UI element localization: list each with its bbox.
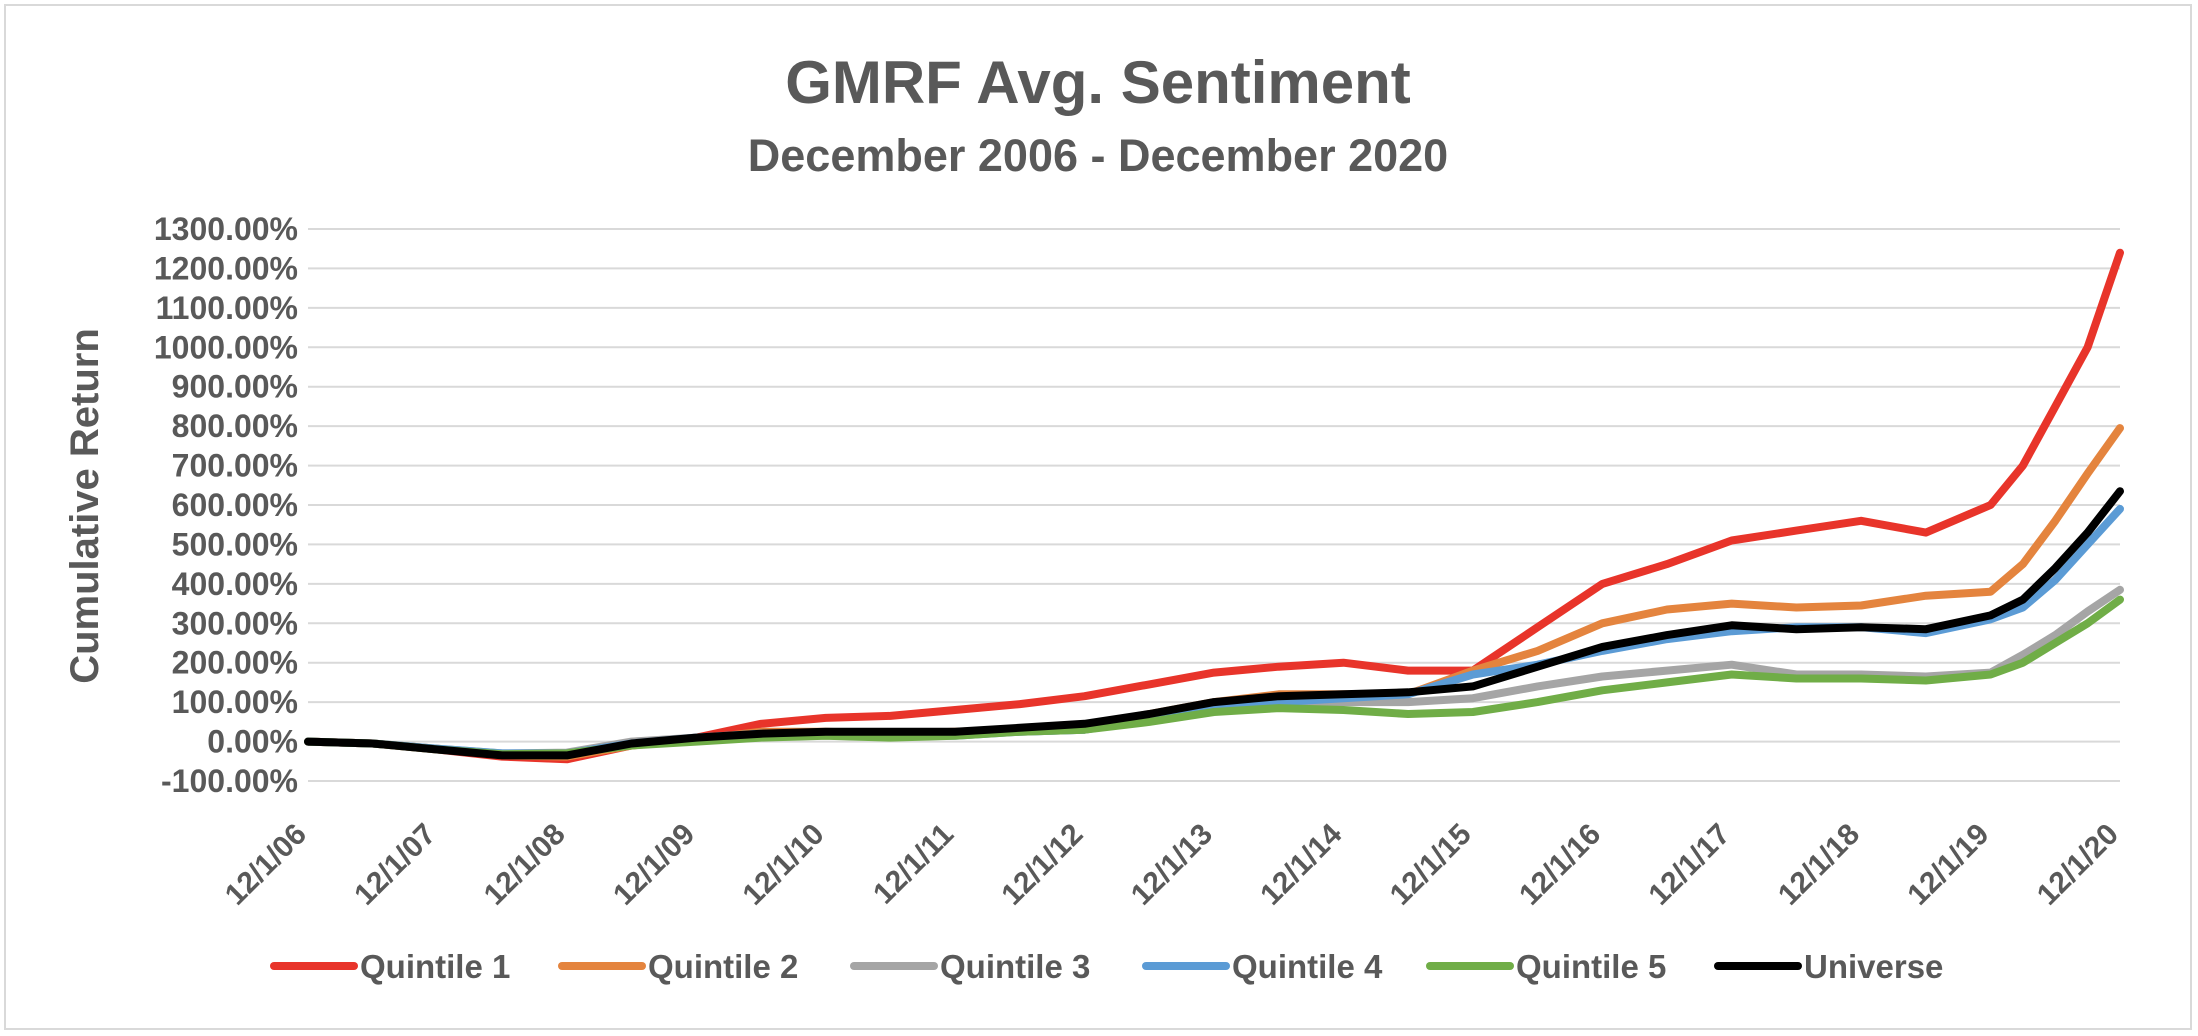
x-tick-label: 12/1/18 [1772, 818, 1866, 912]
grid-lines [308, 228, 2120, 782]
y-axis-label: Cumulative Return [63, 328, 107, 684]
legend: Quintile 1 Quintile 2 Quintile 3 Quintile 4… [270, 948, 1943, 985]
y-tick-label: 600.00% [172, 487, 298, 523]
y-tick-label: -100.00% [161, 763, 298, 799]
x-tick-label: 12/1/15 [1384, 818, 1478, 912]
y-tick-label: 0.00% [207, 724, 298, 760]
series-line [304, 487, 2124, 760]
y-tick-label: 1200.00% [154, 250, 298, 286]
x-tick-label: 12/1/14 [1254, 817, 1348, 911]
y-tick-label: 500.00% [172, 526, 298, 562]
series-lines [304, 248, 2124, 764]
legend-label: Quintile 1 [360, 948, 510, 985]
x-tick-label: 12/1/13 [1125, 818, 1219, 912]
y-tick-label: 1000.00% [154, 329, 298, 365]
x-tick-label: 12/1/16 [1513, 818, 1607, 912]
x-tick-label: 12/1/11 [867, 818, 960, 911]
x-tick-label: 12/1/20 [2031, 818, 2125, 912]
x-axis-ticks: 12/1/06 12/1/07 12/1/08 12/1/09 12/1/10 12/1/… [219, 817, 2125, 911]
y-tick-label: 300.00% [172, 605, 298, 641]
legend-label: Quintile 3 [940, 948, 1090, 985]
y-tick-label: 900.00% [172, 369, 298, 405]
x-tick-label: 12/1/06 [219, 818, 313, 912]
chart-frame: GMRF Avg. Sentiment December 2006 - Dece… [4, 4, 2192, 1030]
x-tick-label: 12/1/19 [1901, 818, 1995, 912]
chart-title: GMRF Avg. Sentiment [785, 49, 1411, 116]
y-tick-label: 700.00% [172, 448, 298, 484]
y-tick-label: 800.00% [172, 408, 298, 444]
legend-label: Quintile 4 [1232, 948, 1383, 985]
line-chart: GMRF Avg. Sentiment December 2006 - Dece… [63, 49, 2125, 985]
y-tick-label: 1100.00% [156, 290, 298, 326]
x-tick-label: 12/1/09 [607, 818, 701, 912]
y-tick-label: 1300.00% [154, 211, 298, 247]
y-tick-label: 100.00% [172, 684, 298, 720]
legend-label: Quintile 2 [648, 948, 798, 985]
chart-subtitle: December 2006 - December 2020 [748, 130, 1448, 181]
x-tick-label: 12/1/08 [478, 818, 572, 912]
legend-label: Universe [1804, 948, 1943, 985]
y-tick-label: 400.00% [172, 566, 298, 602]
x-tick-label: 12/1/07 [348, 818, 442, 912]
x-tick-label: 12/1/10 [737, 818, 831, 912]
legend-label: Quintile 5 [1516, 948, 1666, 985]
x-tick-label: 12/1/12 [995, 818, 1089, 912]
y-tick-label: 200.00% [172, 645, 298, 681]
x-tick-label: 12/1/17 [1643, 818, 1737, 912]
y-axis-ticks: -100.00%0.00% 100.00%200.00% 300.00%400.00… [154, 211, 298, 799]
